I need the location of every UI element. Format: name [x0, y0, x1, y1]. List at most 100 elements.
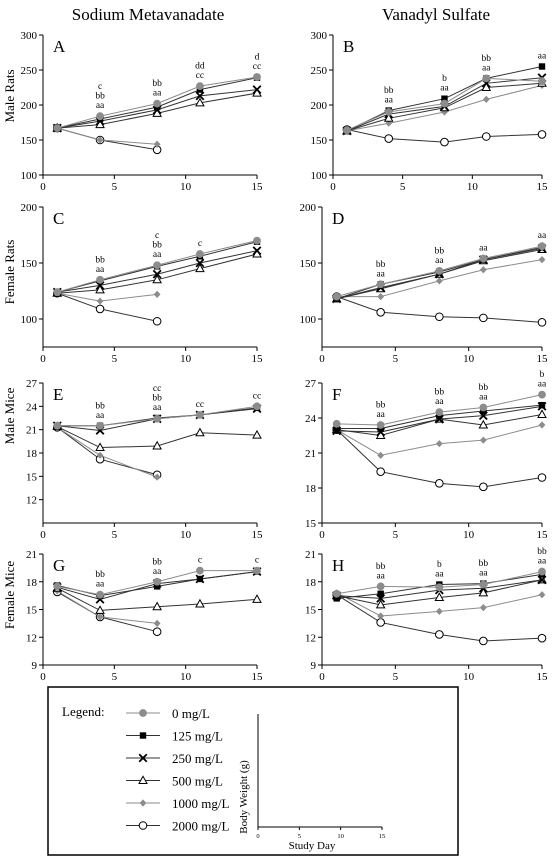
significance-label: aa [153, 567, 162, 577]
significance-label: bb [95, 92, 105, 102]
series-line [56, 426, 158, 478]
y-tick-label: 200 [21, 100, 38, 112]
row-label-female-mice: Female Mice [2, 561, 17, 629]
data-point [376, 307, 385, 317]
row-label-male-mice: Male Mice [2, 387, 17, 444]
data-point [252, 429, 262, 439]
x-tick-label: 10 [180, 671, 192, 683]
x-tick-label: 5 [112, 529, 118, 541]
y-tick-label: 24 [305, 413, 317, 425]
data-point [95, 442, 105, 452]
series-0-mg-l [53, 73, 261, 133]
series-2000-mg-l [52, 587, 162, 637]
inset-xlabel: Study Day [289, 840, 336, 852]
x-tick-label: 15 [537, 529, 549, 541]
data-point-stroke-b [195, 258, 205, 268]
data-point [333, 425, 340, 432]
significance-label: aa [385, 96, 394, 106]
data-point [96, 590, 104, 599]
x-tick-label: 0 [330, 181, 336, 193]
significance-label: bb [435, 388, 445, 398]
series-line [57, 127, 158, 145]
significance-label: aa [435, 256, 444, 266]
data-point [538, 390, 546, 399]
inset-x-tick-label: 5 [298, 833, 301, 840]
series-0-mg-l [332, 390, 546, 429]
data-point [384, 108, 393, 116]
data-point [481, 82, 492, 91]
data-point [478, 419, 489, 429]
y-tick-label: 100 [21, 314, 38, 326]
data-point [153, 261, 162, 270]
data-point [435, 277, 443, 285]
data-point [343, 126, 351, 135]
significance-label: aa [96, 411, 105, 421]
data-point [333, 595, 340, 602]
y-tick-label: 250 [21, 65, 38, 77]
data-point [153, 99, 162, 108]
data-point [153, 577, 162, 586]
data-point [153, 583, 161, 590]
data-point [153, 140, 161, 148]
significance-label: bb [479, 383, 489, 393]
x-tick-label: 5 [112, 353, 118, 365]
legend-label: 250 mg/L [172, 751, 223, 766]
legend-border [47, 686, 459, 856]
significance-label: cc [253, 391, 261, 401]
y-tick-label: 250 [311, 65, 328, 77]
legend-label: 1000 mg/L [172, 796, 229, 811]
significance-label: c [255, 556, 259, 566]
significance-label: bb [537, 547, 547, 557]
data-point [537, 473, 547, 482]
legend-marker [139, 709, 147, 717]
data-point [96, 275, 104, 284]
data-point [96, 112, 104, 121]
series-500-mg-l [52, 421, 262, 452]
legend-box: Legend: 0 mg/L 125 mg/L 250 mg/L 500 mg/L 10… [47, 686, 459, 856]
data-point-stroke-b [195, 91, 205, 101]
x-tick-label: 15 [537, 671, 549, 683]
data-point [538, 256, 546, 264]
series-1000-mg-l [53, 124, 161, 148]
series-1000-mg-l [333, 421, 546, 459]
data-point [435, 440, 443, 448]
data-point [196, 250, 204, 258]
y-tick-label: 18 [26, 448, 38, 460]
y-tick-label: 150 [21, 135, 38, 147]
data-point [377, 293, 385, 301]
data-point [434, 592, 445, 601]
data-point [95, 304, 105, 314]
inset-x-tick-label: 0 [256, 833, 259, 840]
series-500-mg-l [52, 582, 262, 614]
data-point [478, 587, 489, 597]
significance-label: aa [96, 265, 105, 275]
significance-label: aa [440, 84, 449, 94]
significance-label: bb [95, 570, 105, 580]
series-line [57, 292, 158, 322]
y-tick-label: 200 [300, 202, 317, 214]
data-point [537, 130, 547, 139]
y-tick-label: 18 [305, 483, 317, 495]
legend-marker-stroke-b [138, 753, 148, 763]
significance-label: cc [196, 71, 204, 81]
y-tick-label: 15 [26, 605, 38, 617]
data-point [53, 288, 62, 297]
x-tick-label: 5 [393, 529, 399, 541]
data-point [435, 607, 443, 615]
significance-label: b [437, 560, 442, 570]
data-point [375, 599, 386, 609]
significance-label: bb [152, 241, 162, 251]
data-point [196, 566, 204, 575]
y-tick-label: 12 [305, 632, 316, 644]
significance-label: aa [435, 570, 444, 580]
data-point [435, 630, 444, 639]
data-point [196, 410, 204, 419]
legend-label: 0 mg/L [172, 706, 210, 721]
series-2000-mg-l [342, 125, 547, 147]
x-tick-label: 5 [400, 181, 406, 193]
data-point [538, 591, 546, 599]
